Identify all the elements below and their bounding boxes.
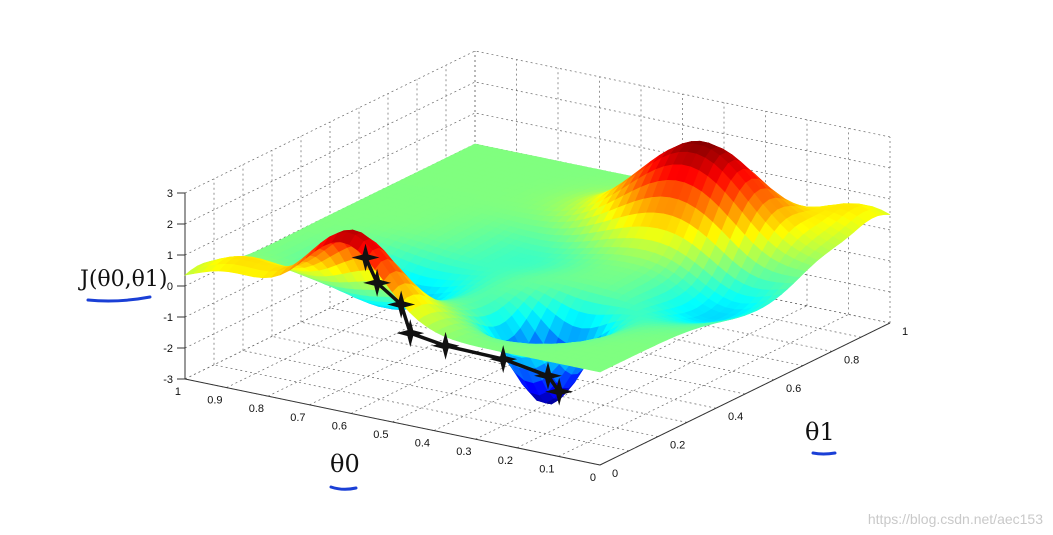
- descent-step-marker: [396, 319, 425, 348]
- descent-step-marker: [431, 331, 460, 360]
- tick-labels: -3 -2 -1 0 1 2 3 0 0.1 0.2 0.3 0.4 0.5 0.6 0.7 0.8 0.9 1 0…: [163, 188, 908, 484]
- y-tick-label: 1: [902, 326, 908, 338]
- z-tick-label: 0: [167, 281, 173, 293]
- grid-line: [213, 364, 630, 452]
- x-tick-label: 0.5: [373, 429, 388, 441]
- x-tick-label: 0.1: [539, 463, 554, 475]
- x-axis-label: θ0: [330, 450, 360, 478]
- x-tick-label: 0.4: [415, 438, 430, 450]
- z-axis-label: J(θ0,θ1): [78, 267, 167, 292]
- y-axis-label: θ1: [805, 418, 835, 446]
- y-tick-label: 0.6: [786, 383, 801, 395]
- descent-path: [351, 243, 574, 406]
- x-tick-label: 0.6: [332, 420, 347, 432]
- grid-line: [184, 236, 476, 380]
- x-tick-label: 0.7: [290, 412, 305, 424]
- x-tick-label: 0.9: [207, 395, 222, 407]
- x-tick-label: 0.2: [498, 455, 513, 467]
- y-tick-label: 0: [612, 468, 618, 480]
- x-tick-label: 0: [590, 472, 596, 484]
- z-tick-label: -1: [163, 312, 173, 324]
- descent-step-marker: [363, 268, 392, 297]
- descent-step-marker: [545, 377, 574, 406]
- x-tick-label: 1: [175, 386, 181, 398]
- x-tick-label: 0.8: [249, 403, 264, 415]
- grid-line: [267, 253, 559, 397]
- grid-line: [226, 245, 517, 388]
- x-tick-label: 0.3: [456, 446, 471, 458]
- grid-line: [516, 305, 808, 449]
- z-tick-label: 2: [167, 219, 173, 231]
- grid-line: [184, 112, 476, 256]
- y-tick-label: 0.4: [728, 411, 743, 423]
- descent-step-marker: [489, 345, 518, 374]
- z-tick-label: 3: [167, 188, 173, 200]
- grid-line: [300, 321, 717, 409]
- grid-line: [242, 350, 659, 437]
- watermark: https://blog.csdn.net/aec153: [867, 511, 1043, 527]
- z-label-underline: [86, 295, 152, 303]
- z-tick-label: -2: [163, 343, 173, 355]
- grid-line: [558, 314, 849, 457]
- z-tick-label: -3: [163, 374, 173, 386]
- z-tick-label: 1: [167, 250, 173, 262]
- cost-surface: [183, 140, 891, 405]
- y-tick-label: 0.2: [670, 440, 685, 452]
- surface-patch: [590, 366, 607, 373]
- grid-line: [475, 296, 766, 440]
- descent-path-line: [363, 256, 561, 393]
- descent-step-marker: [351, 243, 380, 272]
- descent-step-marker: [387, 290, 416, 319]
- y-axis-line: [599, 322, 891, 466]
- x-label-underline: [329, 485, 358, 491]
- y-label-underline: [811, 451, 837, 456]
- y-tick-label: 0.8: [844, 354, 859, 366]
- descent-step-marker: [534, 361, 562, 390]
- x-axis-line: [184, 378, 601, 466]
